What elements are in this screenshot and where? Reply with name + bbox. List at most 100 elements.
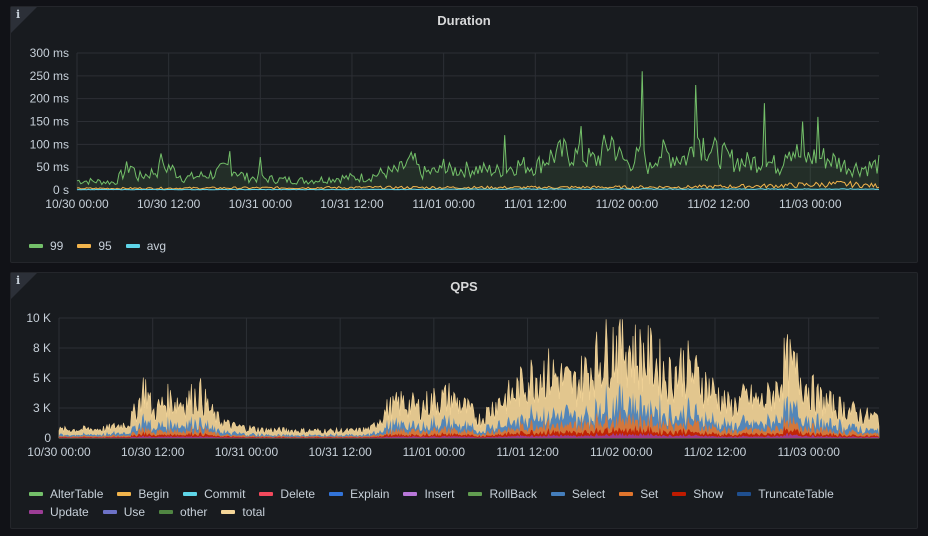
legend-label: Begin: [138, 487, 170, 501]
duration-legend: 99 95 avg: [29, 239, 166, 253]
x-tick-label: 10/31 12:00: [320, 197, 384, 211]
y-tick-label: 200 ms: [30, 92, 69, 106]
info-corner[interactable]: [11, 273, 37, 299]
legend-item-use[interactable]: Use: [102, 505, 146, 519]
x-tick-label: 11/01 00:00: [412, 197, 475, 211]
legend-item-rollback[interactable]: RollBack: [468, 487, 537, 501]
y-tick-label: 3 K: [33, 401, 51, 415]
legend-item-insert[interactable]: Insert: [403, 487, 454, 501]
legend-item-commit[interactable]: Commit: [183, 487, 245, 501]
legend-label: Insert: [424, 487, 455, 501]
legend-swatch: [672, 492, 687, 496]
legend-label: Commit: [204, 487, 246, 501]
legend-label: Use: [123, 505, 146, 519]
legend-label: Explain: [350, 487, 390, 501]
legend-item-95[interactable]: 95: [77, 239, 112, 253]
x-tick-label: 11/02 12:00: [687, 197, 750, 211]
x-tick-label: 11/01 12:00: [504, 197, 567, 211]
qps-legend: AlterTable Begin Commit Delete Explain Insert…: [29, 487, 899, 519]
x-tick-label: 10/30 00:00: [45, 197, 109, 211]
legend-swatch: [159, 510, 174, 514]
legend-label: other: [180, 505, 208, 519]
duration-panel: i Duration 0 s 50 ms 100 ms 150 ms 200 ms 250…: [10, 6, 918, 263]
legend-item-show[interactable]: Show: [672, 487, 723, 501]
x-tick-label: 10/31 00:00: [215, 445, 279, 459]
legend-label: 99: [50, 239, 64, 253]
legend-label: TruncateTable: [758, 487, 834, 501]
legend-item-update[interactable]: Update: [29, 505, 89, 519]
legend-swatch: [117, 492, 132, 496]
series-95-line: [76, 180, 880, 190]
legend-swatch: [619, 492, 634, 496]
x-tick-label: 10/31 12:00: [308, 445, 372, 459]
legend-item-explain[interactable]: Explain: [329, 487, 389, 501]
legend-item-truncatetable[interactable]: TruncateTable: [737, 487, 834, 501]
legend-swatch: [550, 492, 565, 496]
x-tick-label: 11/02 00:00: [596, 197, 659, 211]
qps-panel: i QPS 0 3 K 5 K 8 K 10 K 10/30 00:00 10/30 12:…: [10, 272, 918, 529]
legend-item-select[interactable]: Select: [550, 487, 606, 501]
info-icon[interactable]: i: [16, 274, 21, 287]
y-tick-label: 50 ms: [36, 160, 69, 174]
x-tick-label: 11/01 12:00: [496, 445, 559, 459]
legend-label: Delete: [280, 487, 316, 501]
legend-swatch: [77, 244, 92, 248]
legend-item-begin[interactable]: Begin: [117, 487, 169, 501]
duration-chart[interactable]: 0 s 50 ms 100 ms 150 ms 200 ms 250 ms 300 ms 10…: [11, 7, 917, 262]
series-select-area: [59, 383, 879, 438]
series-99-line: [76, 71, 880, 186]
x-tick-label: 11/02 00:00: [590, 445, 653, 459]
legend-swatch: [259, 492, 274, 496]
legend-swatch: [468, 492, 483, 496]
y-tick-label: 10 K: [26, 311, 51, 325]
x-tick-label: 10/30 12:00: [121, 445, 185, 459]
legend-label: RollBack: [489, 487, 537, 501]
info-corner[interactable]: [11, 7, 37, 33]
legend-swatch: [737, 492, 752, 496]
legend-item-set[interactable]: Set: [619, 487, 658, 501]
legend-label: avg: [146, 239, 167, 253]
y-tick-label: 0: [44, 431, 51, 445]
legend-label: total: [242, 505, 266, 519]
legend-label: Show: [693, 487, 724, 501]
legend-label: AlterTable: [50, 487, 104, 501]
x-tick-label: 11/01 00:00: [403, 445, 466, 459]
x-tick-label: 10/30 00:00: [27, 445, 91, 459]
x-tick-label: 11/02 12:00: [684, 445, 747, 459]
legend-swatch: [29, 244, 43, 248]
y-tick-label: 250 ms: [30, 69, 69, 83]
legend-item-99[interactable]: 99: [29, 239, 63, 253]
series-avg-line: [76, 188, 880, 191]
legend-swatch: [102, 510, 117, 514]
y-tick-label: 8 K: [33, 341, 51, 355]
legend-swatch: [29, 492, 43, 496]
legend-swatch: [183, 492, 198, 496]
legend-label: Set: [640, 487, 659, 501]
legend-swatch: [403, 492, 418, 496]
y-tick-label: 0 s: [53, 183, 69, 197]
legend-item-avg[interactable]: avg: [125, 239, 167, 253]
legend-label: Update: [50, 505, 89, 519]
legend-label: 95: [98, 239, 112, 253]
legend-item-altertable[interactable]: AlterTable: [29, 487, 103, 501]
legend-swatch: [221, 510, 236, 514]
series-total-area: [58, 319, 880, 439]
info-icon[interactable]: i: [16, 8, 21, 21]
legend-swatch: [29, 510, 43, 514]
legend-item-delete[interactable]: Delete: [259, 487, 315, 501]
x-tick-label: 10/30 12:00: [137, 197, 201, 211]
x-tick-label: 10/31 00:00: [229, 197, 293, 211]
panel-title[interactable]: QPS: [450, 279, 478, 294]
legend-item-total[interactable]: total: [221, 505, 265, 519]
legend-swatch: [125, 244, 140, 248]
legend-label: Select: [571, 487, 606, 501]
y-tick-label: 300 ms: [30, 46, 69, 60]
legend-item-other[interactable]: other: [159, 505, 207, 519]
series-update-area: [59, 432, 879, 438]
y-tick-label: 100 ms: [30, 137, 69, 151]
qps-chart[interactable]: 0 3 K 5 K 8 K 10 K 10/30 00:00 10/30 12:00 10/3…: [11, 273, 917, 528]
y-tick-label: 150 ms: [30, 115, 69, 129]
legend-swatch: [329, 492, 344, 496]
panel-title[interactable]: Duration: [437, 13, 491, 28]
y-tick-label: 5 K: [33, 371, 51, 385]
